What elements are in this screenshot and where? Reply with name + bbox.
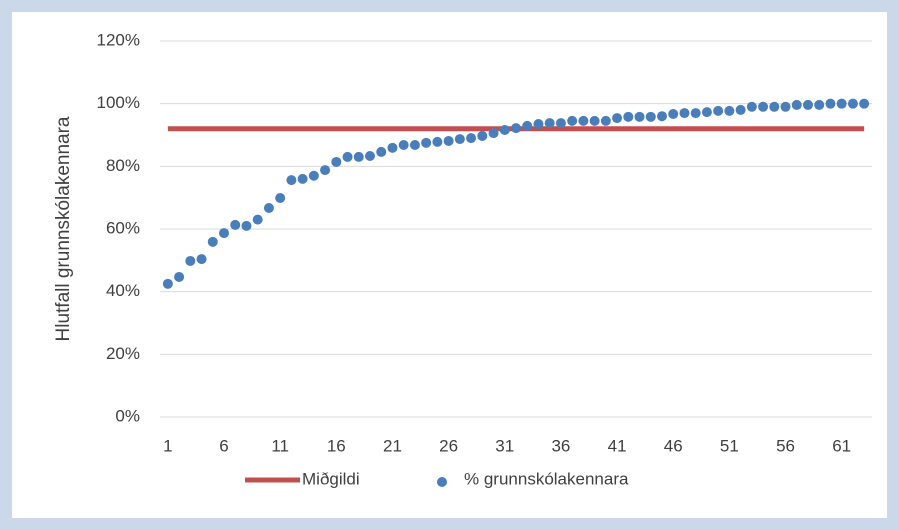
data-point [769,101,780,112]
x-tick-label: 41 [608,436,627,455]
data-point [376,146,387,157]
data-point [533,119,544,130]
legend-label: Miðgildi [302,469,360,488]
data-point [263,203,274,214]
y-tick-label: 100% [97,93,140,112]
data-point [275,192,286,203]
x-tick-label: 26 [439,436,458,455]
data-point [207,236,218,247]
x-tick-label: 36 [551,436,570,455]
data-point [780,101,791,112]
legend-label: % grunnskólakennara [464,469,629,488]
x-tick-label: 21 [383,436,402,455]
data-point [398,140,409,151]
data-point [724,105,735,116]
data-point [454,134,465,145]
data-point [746,101,757,112]
data-point [758,101,769,112]
y-axis-label: Hlutfall grunnskólakennara [53,116,74,341]
data-point [241,220,252,231]
data-point [432,136,443,147]
y-tick-label: 120% [97,30,140,49]
data-point [443,135,454,146]
data-point [252,214,263,225]
x-tick-label: 16 [327,436,346,455]
data-point [791,99,802,110]
data-point [600,115,611,126]
x-tick-label: 6 [219,436,228,455]
data-point [634,111,645,122]
data-point [387,142,398,153]
data-point [735,104,746,115]
data-point [365,150,376,161]
data-point [308,170,319,181]
y-tick-label: 0% [115,406,140,425]
data-point [466,133,477,144]
x-tick-label: 46 [664,436,683,455]
y-tick-label: 60% [106,218,140,237]
data-point [297,173,308,184]
chart: 0%20%40%60%80%100%120%1 6 11 16 21 26 31 36 41 46… [53,30,872,488]
x-tick-label: 51 [720,436,739,455]
data-point [320,165,331,176]
x-tick-label: 61 [832,436,851,455]
data-point [230,219,241,230]
x-tick-label: 56 [776,436,795,455]
data-point [690,108,701,119]
data-point [477,130,488,141]
data-point [488,128,499,139]
x-tick-label: 31 [495,436,514,455]
data-point [522,120,533,131]
data-point [668,109,679,120]
data-point [185,255,196,266]
y-tick-label: 40% [106,281,140,300]
data-point [555,118,566,129]
data-point [713,105,724,116]
chart-area: 0% 20% 40% 60% 80% 100% 120% 1 6 11 16 21 26 31 36 41 46… [12,12,887,518]
data-point [656,111,667,122]
data-point [836,98,847,109]
data-point [342,151,353,162]
x-tick-label: 11 [271,436,289,455]
data-point [219,228,230,239]
data-point [701,107,712,118]
data-point [421,137,432,148]
data-point [623,111,634,122]
data-point [196,254,207,265]
data-point [589,115,600,126]
data-point [174,271,185,282]
data-point [286,175,297,186]
data-point [544,118,555,129]
data-point [331,156,342,167]
data-point [859,98,870,109]
data-point [645,111,656,122]
data-point [679,108,690,119]
data-point [409,140,420,151]
data-point [847,98,858,109]
data-point [511,123,521,134]
y-tick-label: 80% [106,156,140,175]
data-point [825,98,836,109]
data-point [567,115,578,126]
legend-swatch [437,477,447,487]
data-point [802,99,813,110]
data-point [353,151,364,162]
data-point [578,115,589,126]
data-point [499,124,510,135]
y-tick-label: 20% [106,344,140,363]
x-tick-label: 1 [163,436,172,455]
data-point [814,99,825,110]
data-point [612,113,623,124]
data-point [162,278,173,289]
